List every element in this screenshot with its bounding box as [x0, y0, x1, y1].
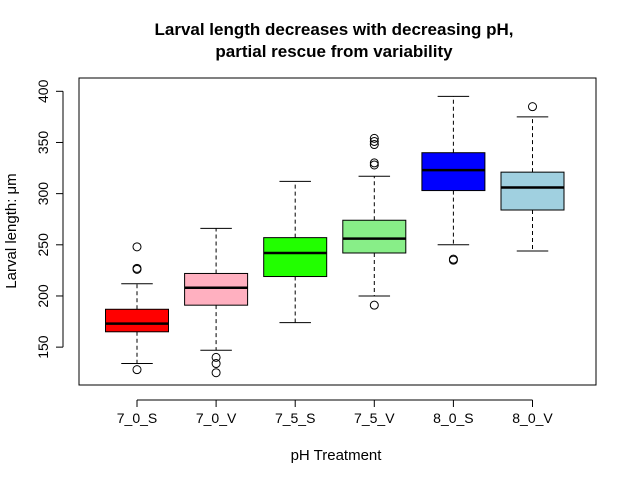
- x-tick-label: 7_0_V: [196, 410, 237, 426]
- outlier-point: [211, 368, 221, 378]
- y-axis-label: Larval length: μm: [3, 173, 20, 288]
- box-7_0_S: [105, 242, 169, 375]
- outlier-point: [211, 352, 221, 362]
- chart-title-line2: partial rescue from variability: [215, 42, 453, 61]
- x-axis: 7_0_S 7_0_V 7_5_S 7_5_V 8_0_S 8_0_V: [117, 399, 553, 426]
- box-8_0_V: [500, 102, 565, 252]
- boxes-group: [105, 95, 565, 378]
- outlier-point: [132, 365, 142, 375]
- outlier-point: [448, 254, 458, 264]
- x-tick-label: 8_0_S: [433, 410, 473, 426]
- x-axis-label: pH Treatment: [291, 447, 383, 464]
- outlier-point: [132, 263, 142, 273]
- outlier-point: [369, 300, 379, 310]
- x-tick-label: 7_5_S: [275, 410, 315, 426]
- plot-frame: [78, 77, 597, 386]
- box-iqr: [500, 171, 565, 211]
- box-7_0_V: [184, 227, 249, 378]
- y-tick-label: 350: [35, 131, 51, 155]
- outlier-point: [369, 160, 379, 170]
- box-iqr: [184, 272, 249, 306]
- y-tick-label: 400: [35, 79, 51, 103]
- y-tick-label: 250: [35, 233, 51, 257]
- x-tick-label: 7_5_V: [354, 410, 395, 426]
- y-tick-label: 150: [35, 335, 51, 359]
- outlier-point: [528, 102, 537, 112]
- outlier-point: [369, 140, 379, 150]
- x-tick-label: 8_0_V: [512, 410, 553, 426]
- box-8_0_S: [421, 95, 486, 265]
- outlier-point: [211, 359, 221, 369]
- box-iqr: [105, 308, 169, 333]
- box-iqr: [342, 219, 407, 254]
- box-iqr: [421, 152, 486, 192]
- outlier-point: [369, 136, 379, 146]
- y-axis: 150 200 250 300 350 400: [35, 79, 64, 359]
- y-tick-label: 200: [35, 284, 51, 308]
- outlier-point: [369, 133, 379, 143]
- box-7_5_V: [342, 133, 407, 310]
- box-7_5_S: [263, 180, 328, 324]
- chart-title-line1: Larval length decreases with decreasing …: [154, 20, 513, 39]
- x-tick-label: 7_0_S: [117, 410, 157, 426]
- outlier-point: [132, 242, 142, 252]
- y-tick-label: 300: [35, 182, 51, 206]
- box-iqr: [263, 237, 328, 278]
- outlier-point: [369, 158, 379, 168]
